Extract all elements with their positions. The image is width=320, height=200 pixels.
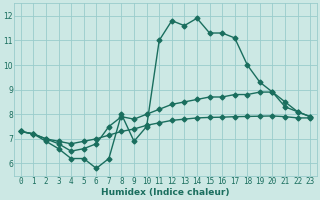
X-axis label: Humidex (Indice chaleur): Humidex (Indice chaleur) <box>101 188 230 197</box>
